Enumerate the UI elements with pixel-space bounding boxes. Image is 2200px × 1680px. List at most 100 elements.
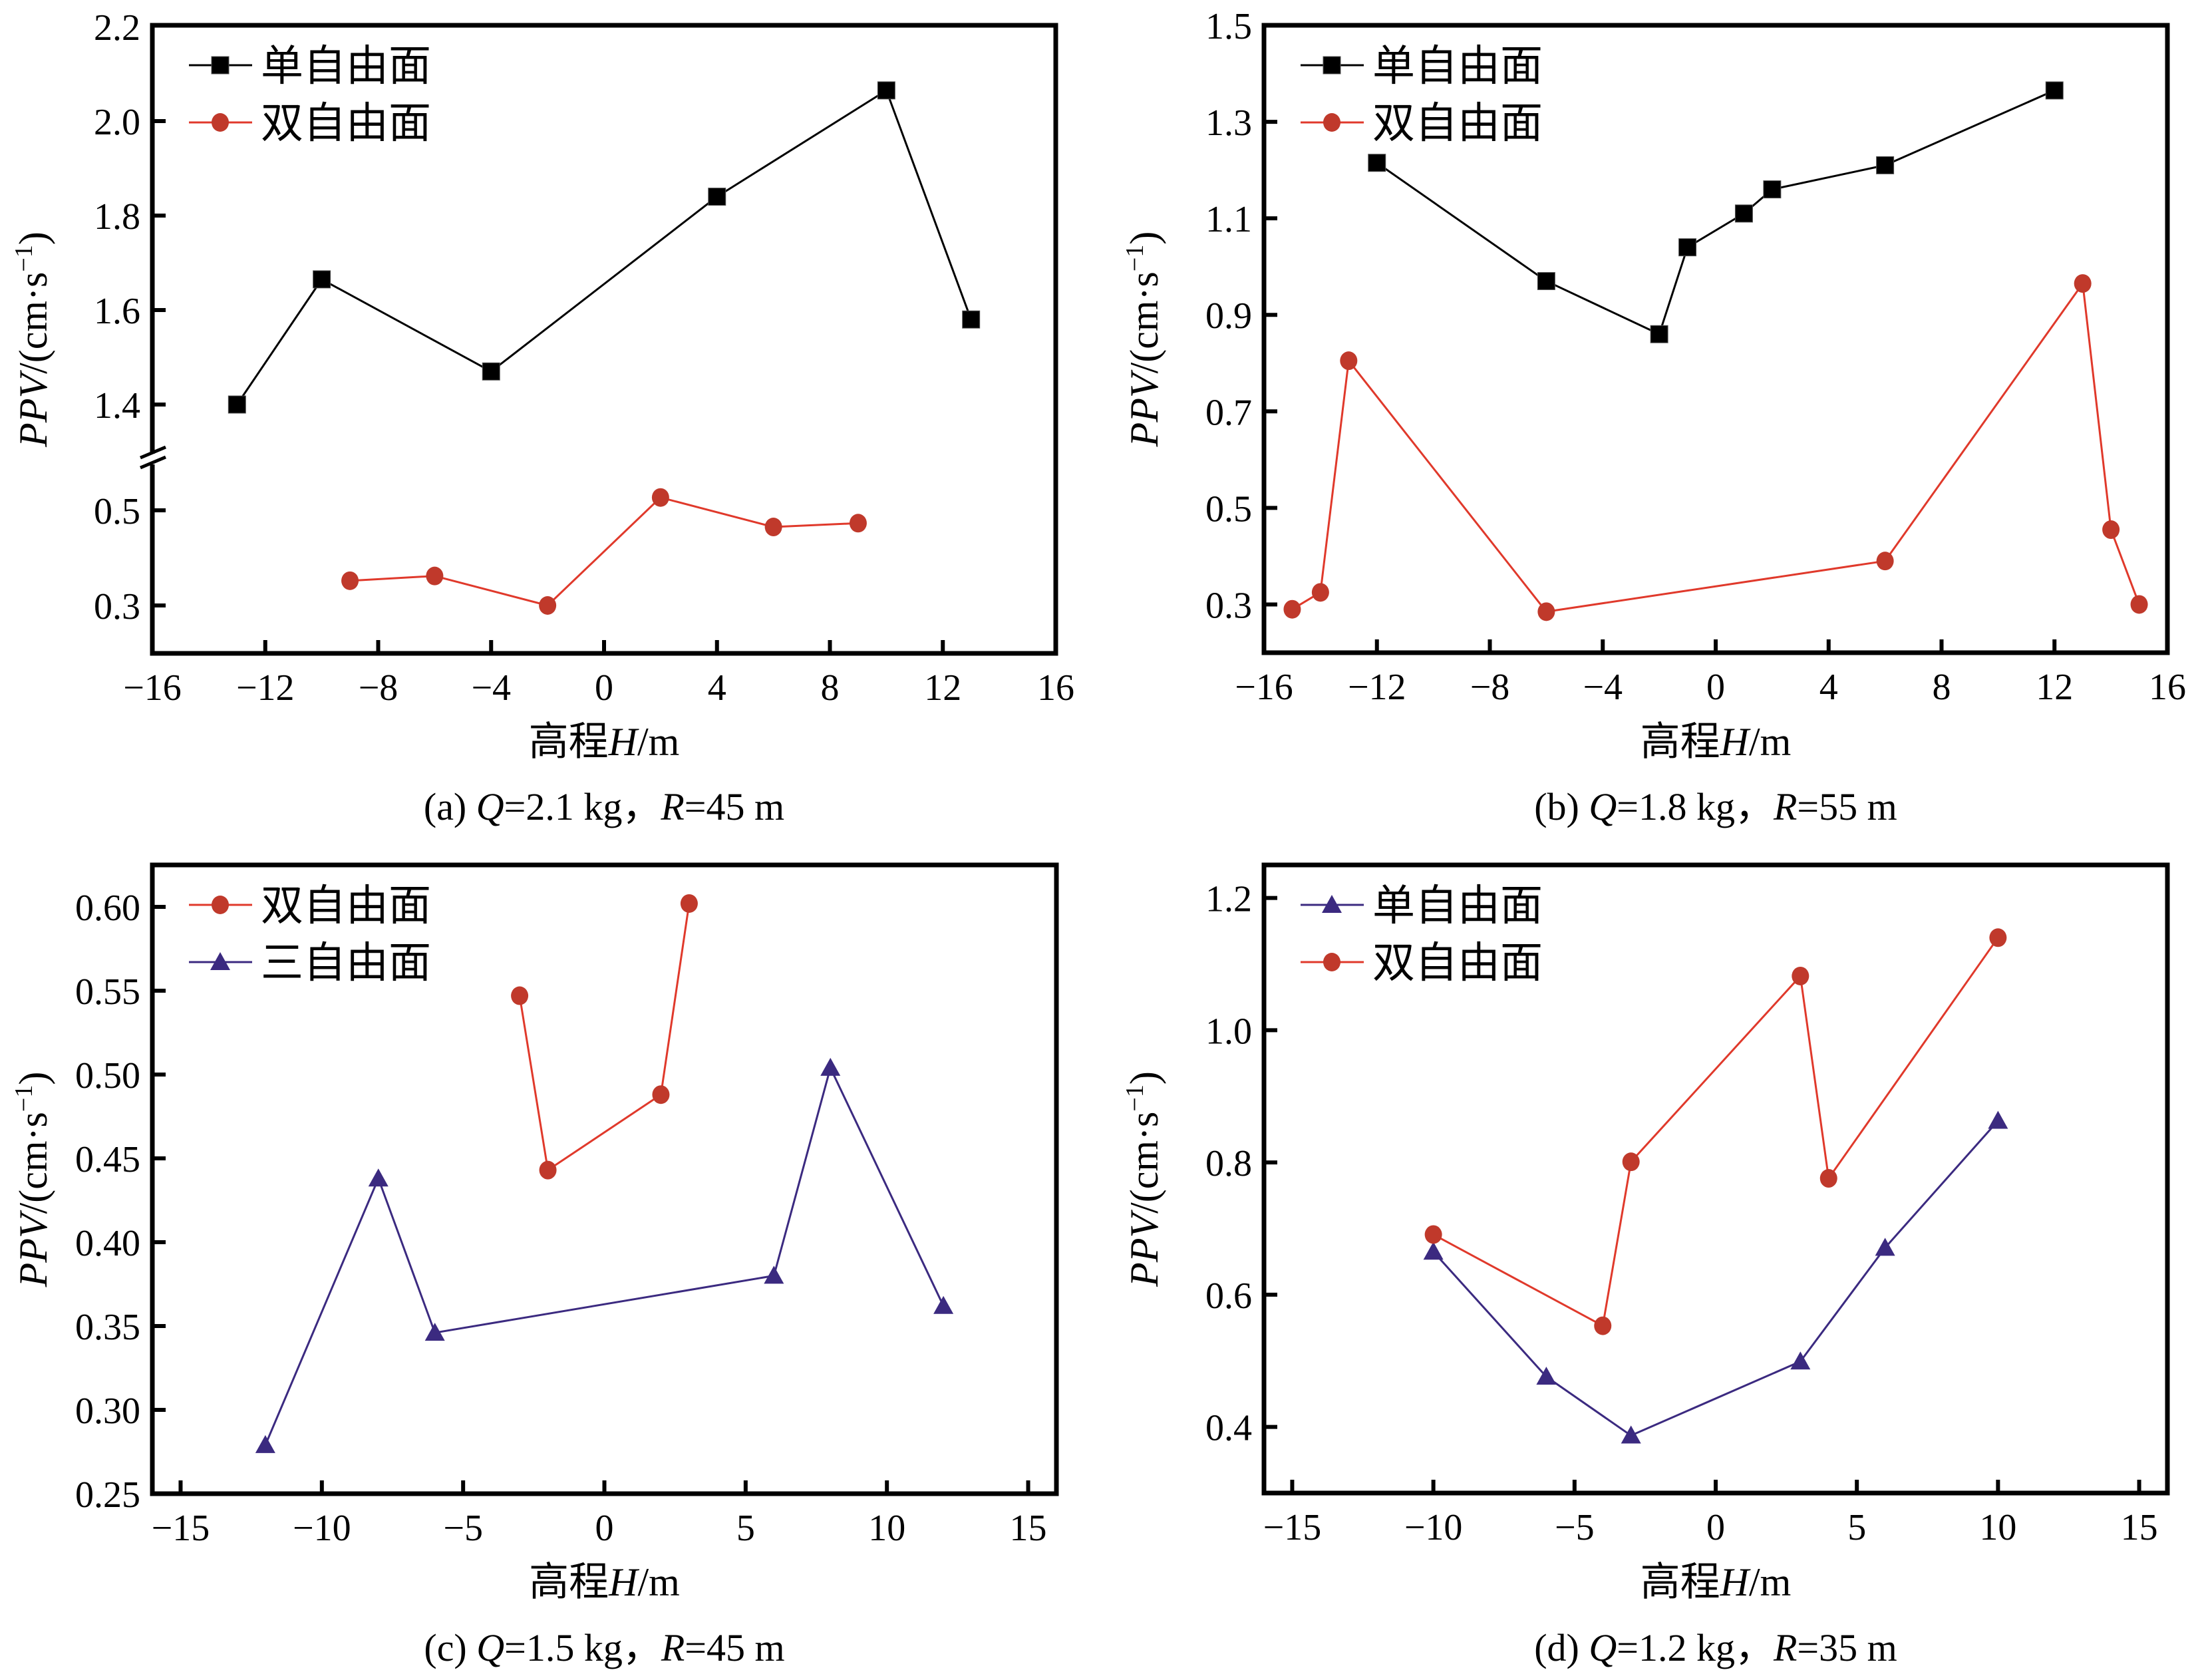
x-tick-label: −5 — [443, 1508, 483, 1549]
x-tick-label: 8 — [821, 667, 840, 709]
caption-r-var: R — [1773, 1626, 1797, 1669]
data-point — [1678, 238, 1697, 257]
x-axis-label-var: H — [608, 720, 640, 764]
y-tick-label: 0.8 — [1205, 1143, 1252, 1184]
y-tick-label: 1.8 — [94, 196, 140, 238]
legend-label: 双自由面 — [1372, 99, 1543, 148]
x-tick-label: −12 — [1348, 667, 1406, 708]
data-point — [1537, 602, 1555, 621]
x-axis-label-unit: /m — [1749, 720, 1791, 764]
series-line-segment — [321, 278, 492, 373]
caption-q-var: Q — [1589, 785, 1617, 828]
legend-entry: 单自由面 — [1301, 882, 1543, 931]
y-tick-label: 0.40 — [75, 1223, 140, 1264]
data-point — [1368, 154, 1386, 172]
y-axis-label-var: PPV — [1122, 369, 1166, 447]
x-tick-label: 16 — [2149, 667, 2186, 708]
data-point — [1340, 351, 1358, 371]
series-triangle-0 — [1423, 1110, 2008, 1444]
series-line-segment — [773, 522, 859, 528]
y-tick-label: 0.3 — [94, 586, 140, 627]
legend-label: 双自由面 — [1372, 939, 1543, 988]
caption-q-val: =1.2 kg， — [1617, 1626, 1774, 1669]
series-line-segment — [659, 903, 691, 1095]
x-tick-label: −10 — [1404, 1507, 1463, 1548]
x-axis-label-var: H — [1720, 720, 1752, 764]
data-point — [1650, 325, 1668, 343]
caption-r-var: R — [661, 1626, 685, 1669]
data-point — [708, 188, 726, 206]
y-tick-label: 0.5 — [1205, 488, 1252, 530]
y-tick-label: 0.35 — [75, 1307, 140, 1348]
series-line-segment — [1658, 247, 1688, 335]
series-line-segment — [1432, 1234, 1603, 1327]
y-axis-label-close: ) — [11, 232, 55, 245]
data-point — [2130, 595, 2148, 614]
series-line-segment — [1884, 283, 2084, 562]
x-axis-label: 高程H/m — [529, 720, 680, 764]
y-tick-label: 0.5 — [94, 491, 140, 532]
series-line-segment — [377, 1178, 436, 1333]
series-line-segment — [1800, 1247, 1886, 1363]
x-axis-label: 高程H/m — [1641, 720, 1792, 764]
data-point — [764, 518, 782, 537]
legend-label: 双自由面 — [261, 882, 431, 931]
y-axis-label: PPV/(cm·s−1) — [10, 1072, 55, 1288]
data-point — [962, 310, 981, 329]
data-point — [849, 514, 867, 533]
x-tick-label: 5 — [1847, 1507, 1866, 1548]
data-point — [1819, 1169, 1837, 1188]
data-point — [1876, 552, 1894, 571]
x-axis-label-unit: /m — [1749, 1560, 1791, 1604]
series-line-segment — [264, 1178, 380, 1446]
series-circle-1 — [341, 488, 867, 615]
data-point — [2074, 274, 2092, 293]
series-line-segment — [1631, 1360, 1801, 1436]
series-line-segment — [772, 1067, 832, 1276]
data-point — [652, 1085, 670, 1104]
y-axis-label-var: PPV — [1122, 1210, 1166, 1287]
x-axis-label-cn: 高程 — [1641, 1560, 1720, 1604]
series-line-segment — [1827, 937, 1999, 1179]
y-axis-label: PPV/(cm·s−1) — [10, 232, 55, 448]
series-line-segment — [1546, 560, 1885, 613]
x-tick-label: 0 — [1706, 1507, 1725, 1548]
series-line-segment — [1799, 975, 1830, 1179]
panel-a: −16 −12 −8 −4 0 4 8 12 16 2.2 2.0 1.8 1.6 1.4 0.5 0.3 高程… — [10, 7, 1074, 828]
x-tick-label: −5 — [1555, 1507, 1595, 1548]
panel-caption: (a) Q=2.1 kg，R=45 m — [424, 785, 784, 828]
y-tick-label: 2.0 — [94, 102, 140, 143]
data-point — [1621, 1425, 1641, 1444]
y-tick-label: 0.4 — [1205, 1408, 1252, 1449]
x-tick-label: −16 — [123, 667, 182, 709]
caption-q-val: =2.1 kg， — [504, 785, 661, 828]
data-point — [1792, 966, 1809, 985]
series-line-segment — [1630, 975, 1802, 1163]
data-point — [1536, 1367, 1557, 1385]
caption-q-var: Q — [1589, 1626, 1617, 1669]
series-line-segment — [1885, 89, 2055, 166]
data-point — [1622, 1152, 1640, 1172]
x-tick-label: 10 — [1979, 1507, 2016, 1548]
series-circle-1 — [1283, 274, 2148, 621]
y-tick-label: 1.4 — [94, 385, 140, 426]
data-point — [1989, 928, 2007, 947]
caption-q-var: Q — [476, 1626, 504, 1669]
series-line-segment — [1432, 1251, 1547, 1378]
y-tick-label: 0.7 — [1205, 392, 1252, 433]
x-tick-label: 16 — [1037, 667, 1074, 709]
caption-q-var: Q — [476, 785, 504, 828]
y-axis-label-sup: −1 — [1121, 245, 1149, 271]
caption-prefix: (c) — [424, 1626, 476, 1669]
series-line-segment — [434, 575, 548, 607]
caption-r-var: R — [660, 785, 684, 828]
series-line-segment — [1376, 162, 1547, 282]
data-point — [1424, 1225, 1442, 1244]
series-line-segment — [660, 496, 774, 528]
data-point — [1283, 599, 1301, 619]
data-point — [313, 270, 331, 289]
data-point — [680, 894, 698, 913]
y-axis-label: PPV/(cm·s−1) — [1121, 232, 1166, 448]
data-point — [2045, 81, 2064, 100]
